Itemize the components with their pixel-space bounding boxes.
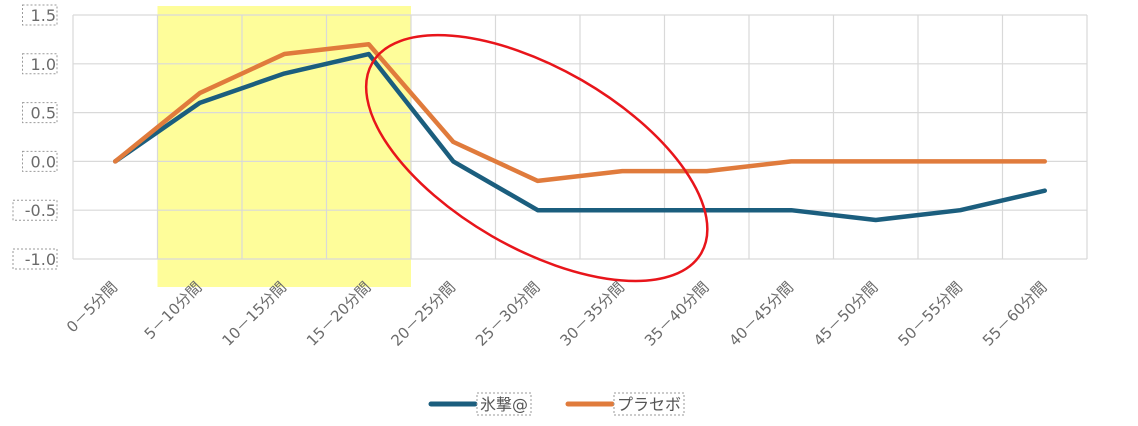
y-tick: 1.0 xyxy=(22,53,58,75)
legend-label: 氷撃@ xyxy=(480,395,528,414)
legend-label-box xyxy=(613,392,685,416)
legend-item: プラセボ xyxy=(565,392,685,416)
y-tick-box xyxy=(22,4,58,26)
y-tick: -0.5 xyxy=(12,199,58,221)
y-tick-box xyxy=(22,150,58,172)
y-tick: 0.5 xyxy=(22,102,58,124)
legend-label-box xyxy=(476,392,532,416)
y-tick-label: 1.0 xyxy=(31,55,56,74)
legend-item: 氷撃@ xyxy=(428,392,532,416)
grid-lines xyxy=(72,14,1088,260)
y-tick-box xyxy=(22,102,58,124)
y-tick: -1.0 xyxy=(12,248,58,270)
annotation-ellipse xyxy=(364,33,709,283)
y-tick: 1.5 xyxy=(22,4,58,26)
legend-label: プラセボ xyxy=(617,395,681,414)
y-tick-label: -1.0 xyxy=(25,250,56,269)
y-tick-label: 0.5 xyxy=(31,104,56,123)
y-tick-box xyxy=(12,248,58,270)
y-tick-label: -0.5 xyxy=(25,201,56,220)
series-lines xyxy=(113,42,1047,223)
y-tick-label: 0.0 xyxy=(31,152,56,171)
y-tick-box xyxy=(22,53,58,75)
y-tick: 0.0 xyxy=(22,150,58,172)
series-line-1 xyxy=(113,42,1047,184)
y-tick-box xyxy=(12,199,58,221)
y-axis-ticks: 1.5 1.0 0.5 0.0 -0.5 -1.0 xyxy=(12,4,58,270)
legend: 氷撃@ プラセボ xyxy=(428,392,685,416)
y-tick-label: 1.5 xyxy=(31,6,56,25)
series-line-0 xyxy=(113,51,1047,223)
